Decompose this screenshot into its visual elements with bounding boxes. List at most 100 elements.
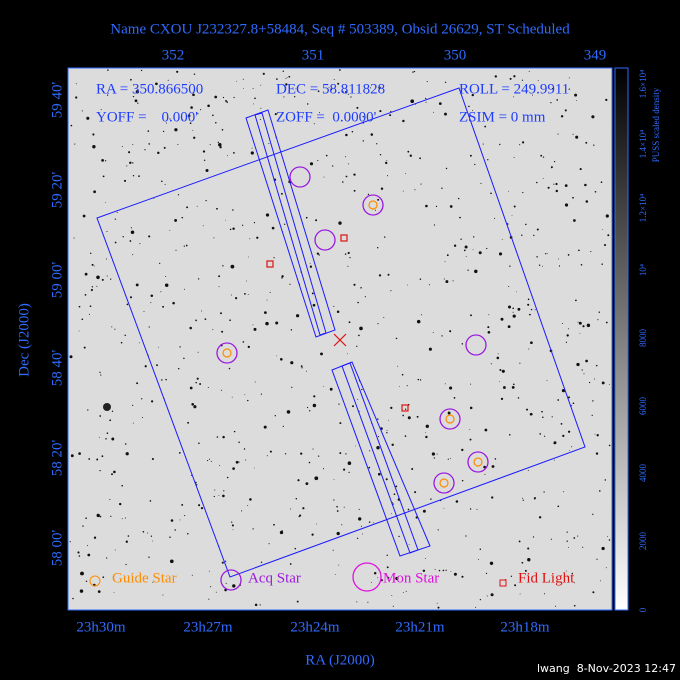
star — [441, 335, 443, 337]
star — [297, 111, 299, 113]
star — [179, 346, 181, 348]
star — [142, 531, 145, 533]
star — [539, 433, 542, 435]
star — [86, 116, 90, 120]
star — [542, 416, 544, 419]
star — [360, 525, 362, 527]
star — [579, 168, 582, 171]
star — [101, 278, 104, 281]
star — [608, 444, 611, 447]
star — [291, 386, 293, 389]
star — [247, 345, 250, 349]
star — [537, 80, 539, 82]
star — [449, 457, 451, 459]
star — [461, 575, 464, 578]
star — [536, 181, 538, 184]
star — [174, 218, 178, 222]
star — [96, 513, 100, 518]
star — [109, 498, 111, 500]
star — [443, 507, 445, 509]
star — [322, 468, 325, 470]
star — [119, 502, 122, 506]
info-zsim: ZSIM = 0 mm — [459, 109, 546, 125]
star — [249, 238, 251, 240]
star — [197, 278, 200, 280]
star — [405, 172, 407, 174]
star — [469, 154, 472, 157]
star — [253, 103, 255, 105]
star — [337, 82, 340, 85]
star — [357, 399, 359, 401]
star — [576, 362, 580, 367]
star — [360, 287, 362, 289]
legend-swatch — [352, 562, 382, 592]
star — [193, 136, 196, 139]
star — [111, 473, 113, 476]
star — [225, 219, 226, 221]
star — [132, 422, 134, 424]
star — [527, 298, 530, 301]
star — [131, 404, 134, 406]
star — [242, 341, 245, 343]
star — [584, 183, 587, 187]
star — [125, 452, 129, 456]
star — [165, 275, 167, 277]
star — [251, 147, 253, 149]
star — [591, 414, 593, 417]
star — [601, 546, 605, 551]
star — [122, 236, 124, 238]
star — [99, 371, 101, 374]
star — [182, 119, 184, 121]
star — [221, 330, 224, 333]
star — [395, 485, 398, 488]
star — [470, 314, 472, 317]
star — [604, 479, 607, 481]
star — [132, 175, 135, 177]
star — [283, 96, 285, 98]
star — [557, 505, 560, 508]
star — [494, 217, 496, 219]
star — [72, 597, 74, 600]
star — [378, 86, 381, 89]
star — [543, 491, 545, 493]
star — [222, 494, 225, 498]
star — [437, 606, 440, 609]
star — [263, 425, 267, 429]
top-tick-label: 352 — [162, 47, 185, 63]
colorbar-tick-label: 1.6×10⁴ — [638, 70, 648, 98]
star — [114, 218, 117, 220]
star — [356, 106, 359, 109]
colorbar-tick-label: 1.4×10⁴ — [638, 130, 648, 158]
star — [149, 500, 152, 502]
star — [500, 397, 504, 401]
star — [221, 128, 224, 131]
star — [502, 386, 506, 389]
star — [147, 532, 149, 534]
star — [513, 75, 516, 78]
star — [370, 133, 374, 136]
star — [290, 329, 293, 331]
star — [151, 457, 154, 461]
star — [302, 507, 305, 510]
star — [558, 265, 561, 267]
star — [241, 510, 243, 512]
star — [605, 214, 609, 218]
star — [519, 362, 521, 364]
star — [347, 265, 349, 267]
star — [600, 181, 603, 184]
star — [408, 544, 410, 546]
info-zoff: ZOFF = 0.0000' — [276, 109, 377, 125]
star — [390, 406, 393, 410]
star — [162, 594, 164, 596]
star — [315, 523, 317, 525]
star — [356, 537, 359, 539]
star — [594, 433, 596, 435]
star — [512, 314, 516, 318]
star — [121, 146, 123, 147]
star — [514, 584, 517, 587]
star — [512, 383, 515, 386]
star — [296, 314, 300, 318]
star — [152, 540, 154, 542]
star — [192, 93, 195, 97]
star — [501, 238, 503, 240]
